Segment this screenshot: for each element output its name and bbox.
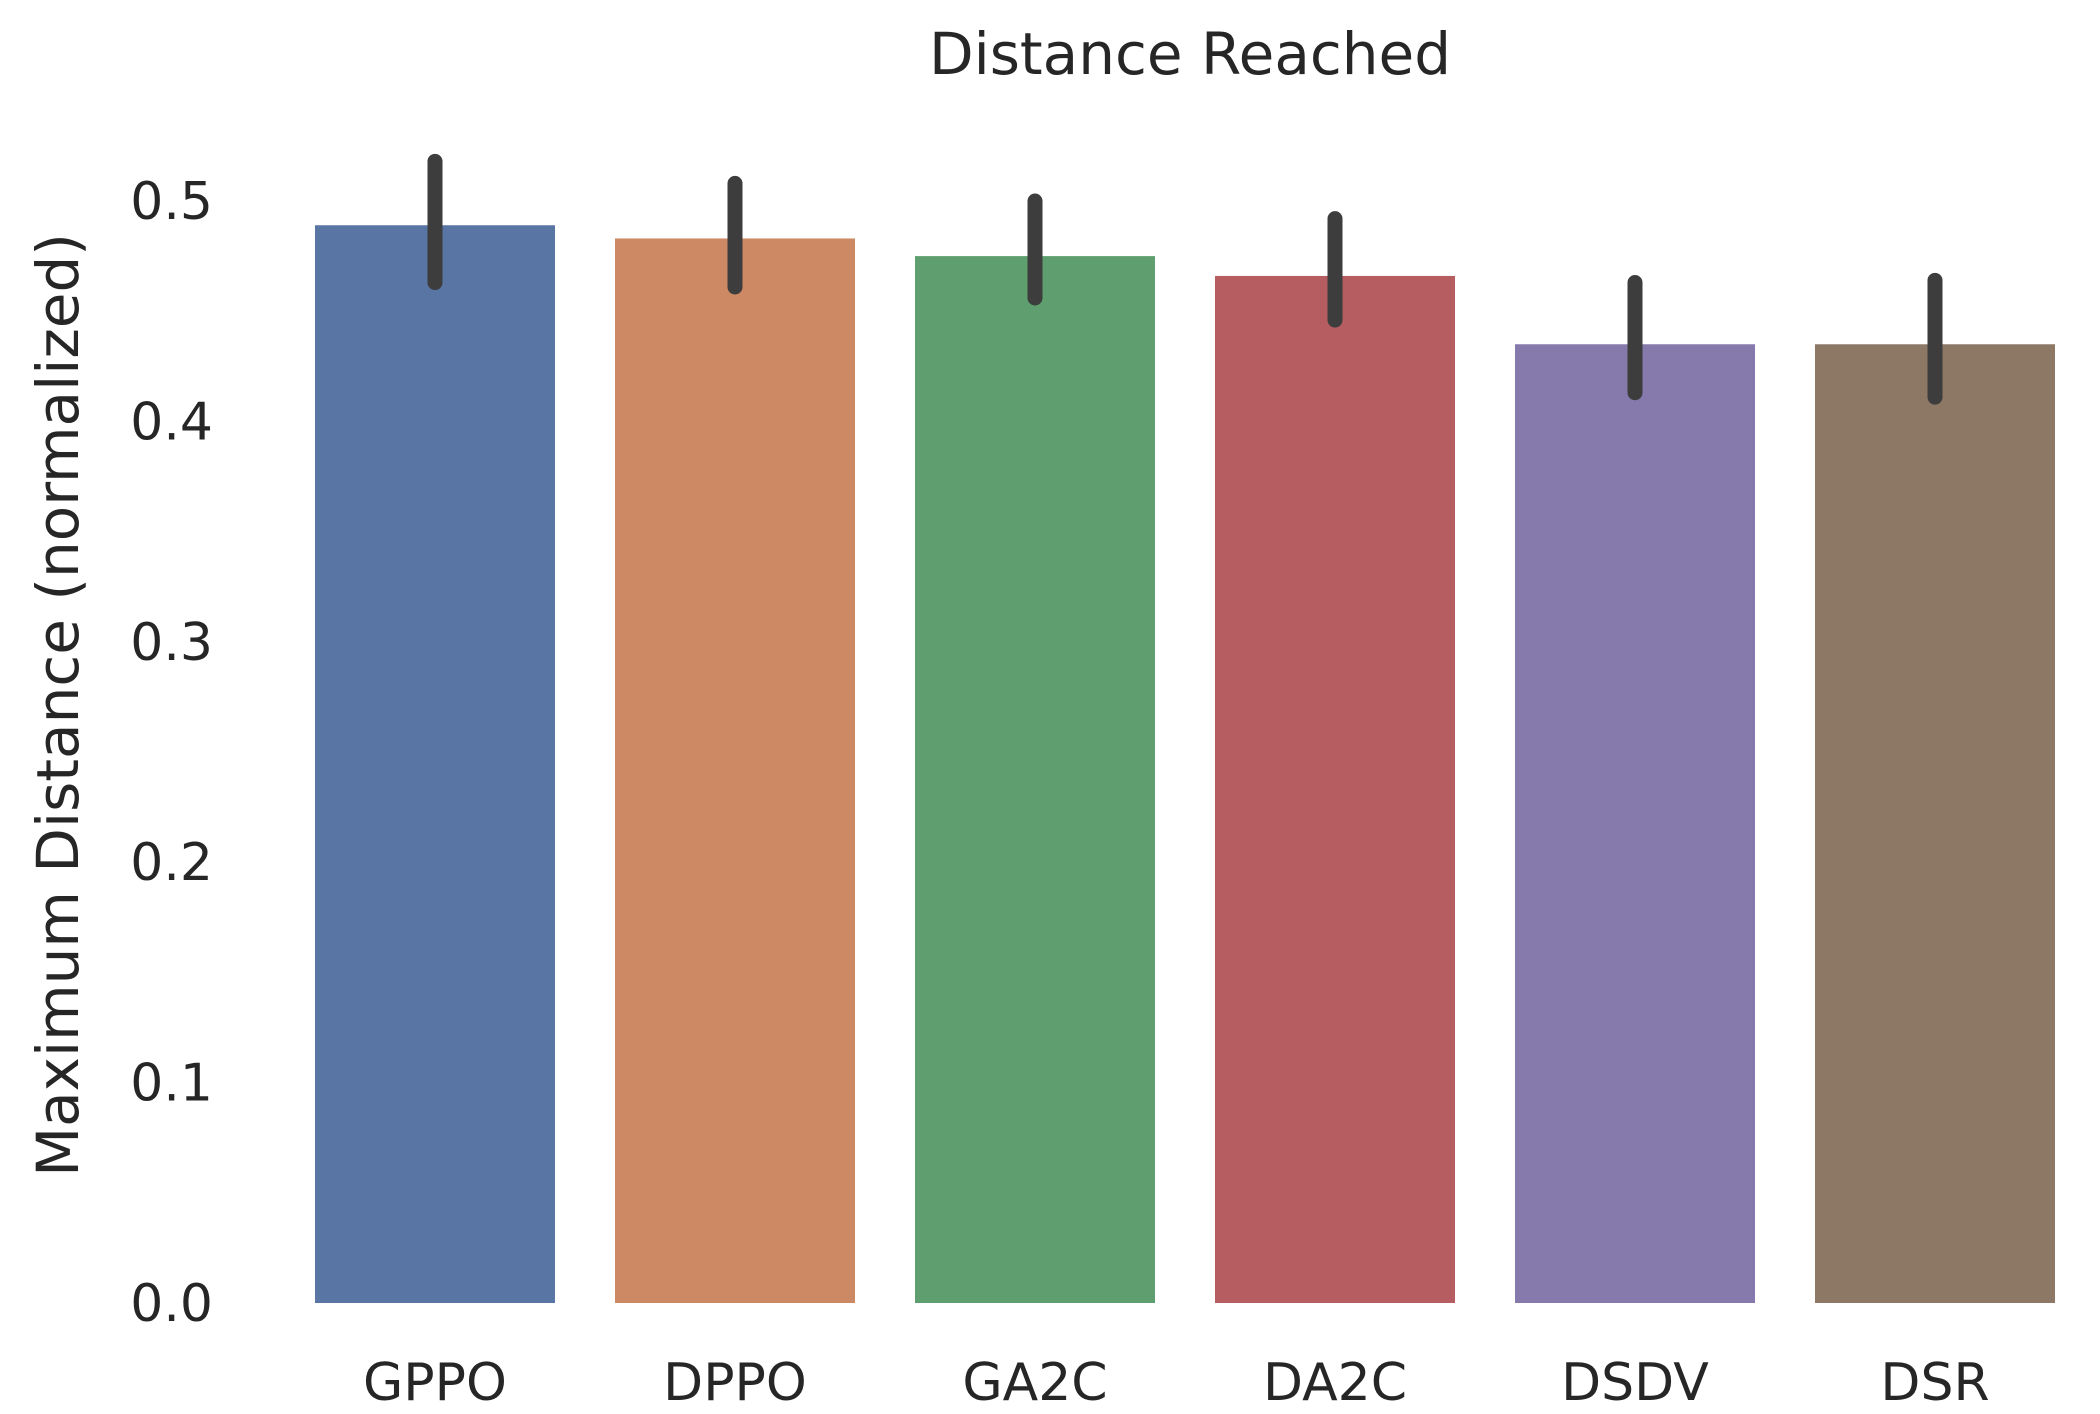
x-tick-label: DSR (1880, 1353, 1989, 1413)
y-tick-label: 0.4 (130, 392, 213, 452)
bar-gppo (315, 225, 555, 1303)
x-tick-label: DSDV (1561, 1353, 1709, 1413)
bar-dsr (1815, 344, 2055, 1303)
y-tick-label: 0.1 (130, 1054, 213, 1114)
y-tick-label: 0.3 (130, 613, 213, 673)
chart-title: Distance Reached (929, 20, 1451, 88)
x-tick-label: GPPO (363, 1353, 507, 1413)
bars (315, 225, 2055, 1304)
error-bars (427, 153, 1943, 405)
x-axis-ticks: GPPO DPPO GA2C DA2C DSDV DSR (363, 1353, 1990, 1413)
y-axis-ticks: 0.0 0.1 0.2 0.3 0.4 0.5 (130, 172, 213, 1334)
y-axis-label: Maximum Distance (normalized) (24, 233, 92, 1177)
bar-dppo (615, 238, 855, 1303)
bar-da2c (1215, 275, 1455, 1303)
y-tick-label: 0.5 (130, 172, 213, 232)
x-tick-label: DPPO (663, 1353, 807, 1413)
bar-ga2c (915, 256, 1155, 1304)
y-tick-label: 0.0 (130, 1274, 213, 1334)
x-tick-label: GA2C (962, 1353, 1107, 1413)
bar-dsdv (1515, 344, 1755, 1303)
y-tick-label: 0.2 (130, 833, 213, 893)
x-tick-label: DA2C (1263, 1353, 1407, 1413)
